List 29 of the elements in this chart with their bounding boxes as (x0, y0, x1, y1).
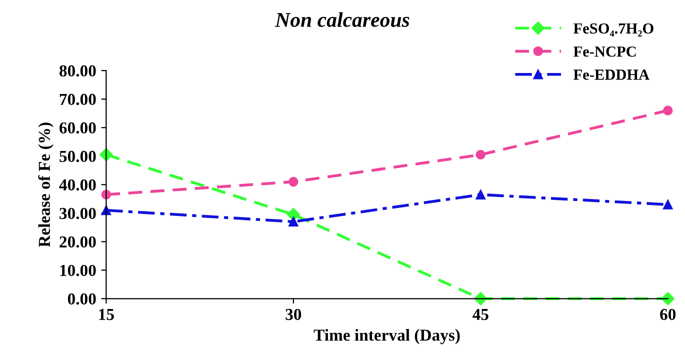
point (288, 216, 298, 227)
point (476, 190, 486, 200)
x-tick-label: 60 (660, 308, 676, 320)
y-tick-label: 20.00 (60, 236, 96, 248)
y-tick-label: 10.00 (60, 264, 96, 276)
point (663, 106, 673, 116)
x-tick-label: 45 (472, 308, 488, 320)
y-tick-label: 70.00 (60, 94, 96, 106)
y-tick-label: 50.00 (60, 150, 96, 162)
x-tick-label: 15 (99, 308, 114, 320)
legend-label: FeSO₄.7H₂O (574, 23, 654, 37)
y-tick-label: 80.00 (60, 65, 96, 77)
x-tick-label: 30 (286, 308, 302, 320)
legend-label: Fe-NCPC (574, 46, 636, 57)
y-tick-label: 40.00 (59, 179, 96, 191)
x-axis-title: Time interval (Days) (314, 329, 460, 344)
y-tick-label: 30.00 (60, 208, 96, 220)
y-axis-title: Release of Fe (%) (38, 122, 54, 248)
point (286, 208, 300, 222)
point (476, 150, 486, 160)
point (288, 176, 298, 187)
legend-label: Fe-EDDHA (574, 70, 650, 80)
y-tick-label: 0.00 (68, 293, 96, 305)
chart-title: Non calcareous (274, 12, 410, 27)
point (100, 148, 113, 162)
point (663, 200, 673, 210)
y-tick-label: 60.00 (60, 122, 96, 134)
point (661, 292, 674, 306)
point (474, 292, 488, 306)
